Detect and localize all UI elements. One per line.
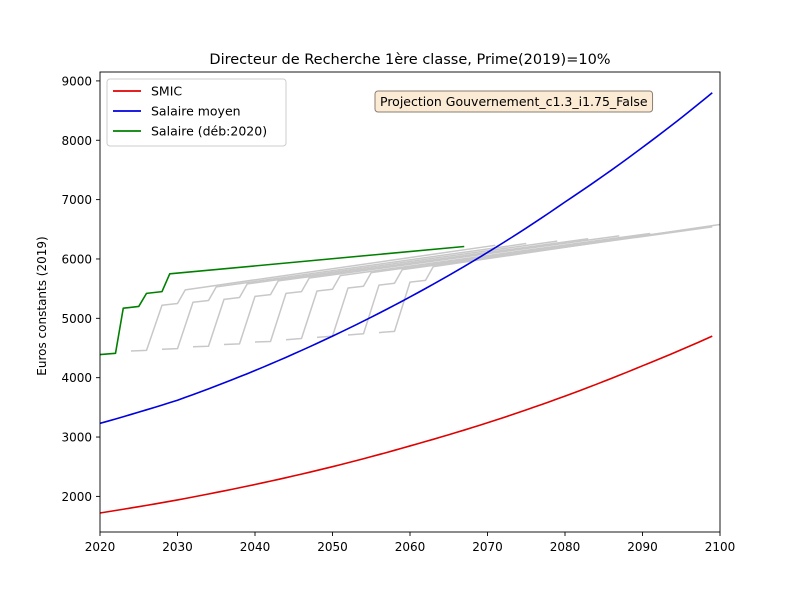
y-tick-label-6000: 6000 bbox=[61, 252, 92, 266]
cohort-line-2040 bbox=[254, 235, 620, 343]
annotation: Projection Gouvernement_c1.3_i1.75_False bbox=[374, 90, 654, 113]
cohort-line-2052 bbox=[347, 226, 713, 336]
series-line-1 bbox=[100, 92, 713, 425]
x-tick-label-2060: 2060 bbox=[395, 540, 426, 554]
cohort-line-2048 bbox=[316, 229, 682, 339]
cohort-line-2044 bbox=[285, 232, 651, 341]
chart-title: Directeur de Recherche 1ère classe, Prim… bbox=[209, 52, 610, 68]
series-group bbox=[100, 92, 720, 514]
y-tick-label-8000: 8000 bbox=[61, 134, 92, 148]
legend: SMIC Salaire moyen Salaire (déb:2020) bbox=[106, 78, 287, 147]
legend-box bbox=[106, 78, 287, 147]
y-tick-label-7000: 7000 bbox=[61, 193, 92, 207]
y-tick-label-9000: 9000 bbox=[61, 74, 92, 88]
x-tick-label-2070: 2070 bbox=[472, 540, 503, 554]
x-tick-label-2030: 2030 bbox=[162, 540, 193, 554]
cohort-line-2036 bbox=[223, 238, 589, 346]
series-line-2 bbox=[100, 245, 465, 356]
y-tick-label-3000: 3000 bbox=[61, 431, 92, 445]
annotation-box bbox=[374, 90, 654, 113]
series-line-0 bbox=[100, 335, 713, 514]
x-tick-label-2080: 2080 bbox=[550, 540, 581, 554]
x-tick-label-2040: 2040 bbox=[240, 540, 271, 554]
x-tick-label-2050: 2050 bbox=[317, 540, 348, 554]
legend-label-1: Salaire moyen bbox=[151, 104, 241, 119]
cohort-line-2028 bbox=[161, 242, 527, 350]
x-tick-label-2090: 2090 bbox=[627, 540, 658, 554]
x-tick-label-2100: 2100 bbox=[705, 540, 736, 554]
y-tick-label-4000: 4000 bbox=[61, 371, 92, 385]
legend-label-0: SMIC bbox=[151, 84, 182, 99]
cohort-line-2056 bbox=[378, 223, 720, 334]
y-tick-label-5000: 5000 bbox=[61, 312, 92, 326]
y-axis-label: Euros constants (2019) bbox=[35, 236, 49, 375]
annotation-text: Projection Gouvernement_c1.3_i1.75_False bbox=[380, 94, 648, 109]
plot-area: 2020 2030 2040 2050 2060 2070 2080 2090 2100 2000… bbox=[61, 71, 736, 554]
cohort-line-2032 bbox=[192, 240, 558, 348]
x-tick-label-2020: 2020 bbox=[85, 540, 116, 554]
cohort-line-2024 bbox=[130, 244, 496, 352]
legend-label-2: Salaire (déb:2020) bbox=[151, 124, 267, 139]
y-tick-label-2000: 2000 bbox=[61, 490, 92, 504]
